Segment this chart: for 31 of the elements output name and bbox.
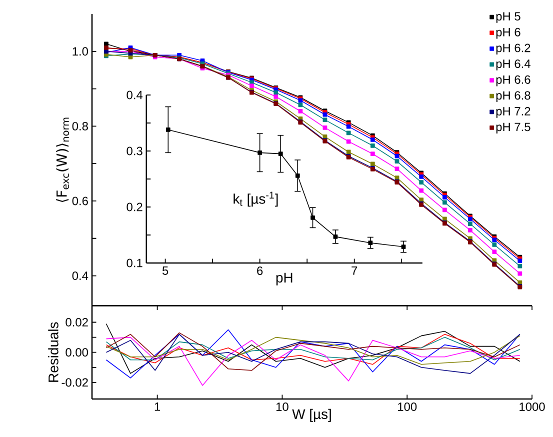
x-tick-label: 1 bbox=[154, 402, 160, 411]
legend-label: pH 6.4 bbox=[496, 60, 530, 70]
legend-label: pH 6 bbox=[496, 28, 520, 39]
y-tick-label: 0.00 bbox=[66, 348, 88, 357]
x-tick-label: 6 bbox=[257, 266, 263, 275]
y-tick-label: 0.1 bbox=[126, 258, 142, 268]
x-tick-label: 100 bbox=[398, 402, 417, 411]
x-tick-label: 1000 bbox=[520, 402, 545, 411]
x-tick-label: 7 bbox=[352, 266, 358, 275]
legend-label: pH 6.6 bbox=[496, 75, 530, 86]
y-tick-label: 0.4 bbox=[126, 90, 143, 100]
y-tick-label: 0.02 bbox=[66, 318, 88, 326]
y-tick-label: 0.8 bbox=[72, 122, 88, 130]
y-tick-label: 0.4 bbox=[72, 272, 88, 280]
x-axis-title: W [µs] bbox=[292, 408, 331, 422]
y-tick-label: 0.3 bbox=[126, 146, 142, 156]
y-tick-label: 1.0 bbox=[72, 47, 88, 56]
y-tick-label: 0.6 bbox=[72, 196, 88, 206]
x-tick-label: 5 bbox=[162, 266, 168, 275]
x-axis-title: pH bbox=[276, 272, 292, 286]
legend-label: pH 7.2 bbox=[496, 107, 530, 118]
legend-label: pH 5 bbox=[496, 12, 520, 23]
y-axis-title: Residuals bbox=[48, 322, 58, 382]
legend-label: pH 6.8 bbox=[496, 91, 530, 102]
x-tick-label: 10 bbox=[276, 402, 288, 411]
y-tick-label: 0.2 bbox=[126, 202, 142, 212]
y-axis-title: ⟨F$_{exc}$(W)⟩$_{norm}$ bbox=[56, 118, 70, 202]
legend-label: pH 7.5 bbox=[496, 122, 530, 134]
legend-label: pH 6.2 bbox=[496, 44, 530, 55]
annotation: k$_{t}$ [µs$^{-1}$] bbox=[234, 192, 278, 207]
y-tick-label: -0.02 bbox=[62, 378, 88, 387]
